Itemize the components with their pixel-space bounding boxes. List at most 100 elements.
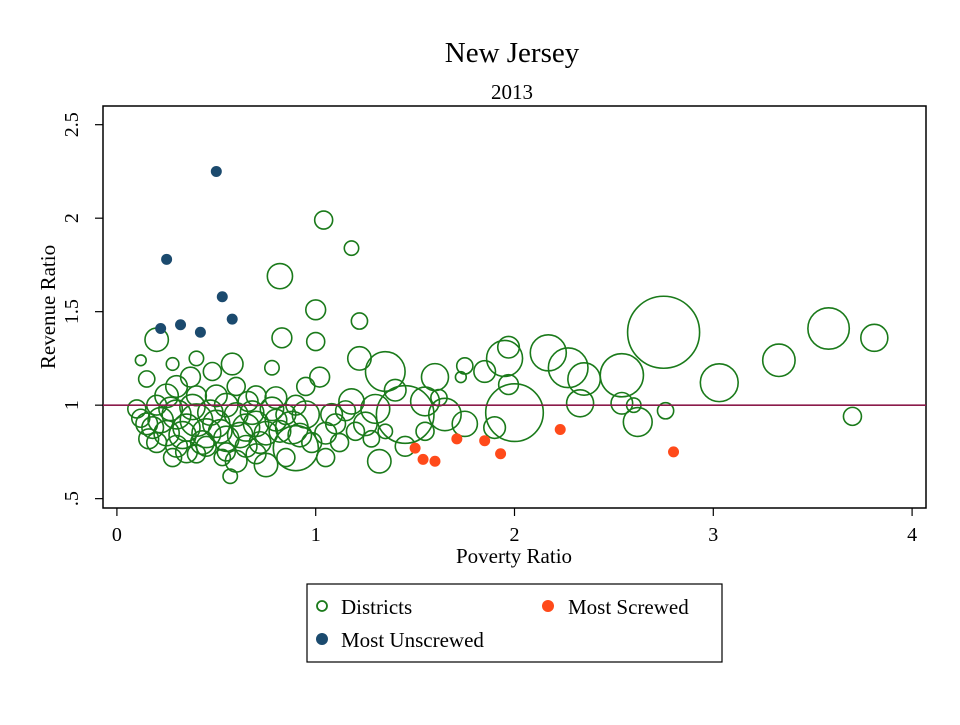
district-point — [305, 299, 327, 321]
district-point — [164, 434, 189, 458]
district-point — [610, 391, 634, 415]
district-point — [366, 448, 392, 474]
most-screwed-point — [668, 446, 680, 458]
district-point — [191, 418, 222, 449]
district-point — [565, 388, 595, 418]
legend-label-districts: Districts — [341, 595, 412, 619]
district-point — [547, 347, 589, 389]
most-screwed-point — [409, 442, 421, 454]
data-markers — [103, 165, 926, 485]
y-axis-label: Revenue Ratio — [36, 245, 60, 369]
district-point — [485, 339, 524, 378]
district-point — [213, 448, 232, 467]
district-point — [179, 366, 202, 388]
district-point — [137, 370, 156, 388]
legend-marker-most-screwed — [542, 600, 554, 612]
district-point — [264, 386, 288, 410]
district-point — [350, 312, 369, 330]
most-unscrewed-point — [194, 326, 206, 338]
x-tick-label: 3 — [708, 524, 718, 546]
district-point — [454, 370, 468, 384]
district-point — [248, 430, 272, 455]
y-tick-label: 2 — [61, 213, 83, 223]
district-point — [276, 447, 296, 468]
district-point — [334, 400, 357, 422]
x-tick-label: 2 — [510, 524, 520, 546]
district-point — [237, 390, 259, 413]
district-point — [383, 378, 407, 402]
district-point — [272, 424, 320, 472]
most-unscrewed-point — [161, 253, 173, 265]
legend-box — [306, 583, 723, 663]
district-point — [226, 376, 246, 397]
legend: Districts Most Screwed Most Unscrewed — [306, 583, 723, 663]
legend-marker-most-unscrewed — [316, 633, 328, 645]
district-point — [377, 423, 394, 440]
district-point — [179, 393, 206, 421]
most-screwed-point — [554, 423, 566, 435]
most-unscrewed-point — [155, 323, 167, 335]
chart-title: New Jersey — [445, 37, 580, 69]
district-point — [165, 356, 180, 372]
district-point — [761, 343, 796, 378]
most-unscrewed-point — [216, 291, 228, 303]
district-point — [287, 422, 313, 448]
most-screwed-point — [429, 455, 441, 467]
district-point — [473, 359, 497, 384]
district-point — [345, 421, 366, 442]
district-point — [352, 411, 378, 437]
district-point — [315, 447, 336, 468]
district-point — [130, 408, 151, 429]
district-point — [245, 443, 267, 465]
district-point — [484, 383, 545, 443]
district-point — [204, 384, 228, 408]
district-point — [162, 447, 183, 468]
district-point — [364, 350, 406, 393]
district-point — [656, 401, 675, 420]
district-point — [301, 431, 323, 454]
district-point — [313, 210, 334, 230]
district-point — [263, 359, 280, 376]
x-axis: 0 1 2 3 4 — [112, 508, 917, 546]
district-point — [807, 307, 851, 351]
district-point — [134, 354, 147, 367]
district-point — [308, 366, 331, 388]
most-screwed-point — [451, 433, 463, 445]
district-point — [626, 295, 701, 370]
y-tick-label: 2.5 — [61, 112, 83, 137]
district-point — [451, 410, 479, 438]
legend-marker-districts — [316, 600, 328, 612]
district-point — [842, 406, 863, 427]
district-point — [220, 352, 244, 376]
district-point — [222, 468, 239, 485]
y-tick-label: 1 — [61, 400, 83, 410]
district-point — [599, 352, 645, 398]
district-point — [154, 383, 180, 409]
y-tick-label: .5 — [61, 491, 83, 506]
most-unscrewed-point — [226, 313, 238, 325]
district-point — [188, 350, 205, 367]
district-point — [415, 421, 435, 442]
district-point — [622, 406, 653, 438]
district-point — [860, 323, 889, 353]
district-point — [207, 418, 233, 444]
district-point — [268, 419, 292, 443]
x-tick-label: 1 — [311, 524, 321, 546]
district-point — [329, 432, 350, 453]
district-point — [496, 335, 521, 359]
district-point — [138, 428, 160, 450]
district-point — [409, 386, 441, 417]
district-point — [699, 363, 739, 403]
x-tick-label: 4 — [907, 524, 917, 546]
district-point — [483, 416, 507, 440]
district-point — [305, 331, 326, 352]
district-point — [186, 443, 207, 464]
district-point — [338, 388, 365, 415]
legend-label-most-unscrewed: Most Unscrewed — [341, 628, 484, 652]
district-point — [264, 408, 288, 432]
most-screwed-point — [495, 448, 507, 460]
most-unscrewed-point — [175, 319, 187, 331]
most-unscrewed-point — [210, 165, 222, 177]
most-screwed-point — [417, 453, 429, 465]
